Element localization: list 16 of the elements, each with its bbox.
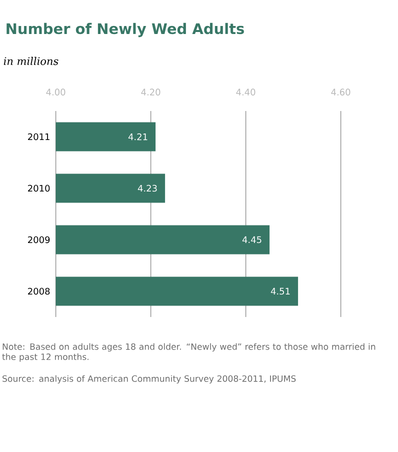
y-tick-label: 2008 bbox=[28, 288, 50, 295]
y-tick-label: 2011 bbox=[28, 133, 50, 140]
data-label: 4.45 bbox=[242, 236, 262, 244]
y-tick-label: 2010 bbox=[28, 184, 50, 192]
source-note: Source: analysis of American Community Survey 2008-2011, IPUMS bbox=[2, 375, 296, 384]
data-label: 4.51 bbox=[271, 288, 290, 295]
chart-subtitle: in millions bbox=[4, 56, 58, 66]
x-tick-label: 4.20 bbox=[141, 88, 160, 96]
text: Note: Based on adults ages 18 and older. “Newly wed” refers to those who married in the past 12 months. bbox=[2, 343, 376, 362]
x-tick-label: 4.00 bbox=[46, 88, 66, 96]
x-tick-label: 4.40 bbox=[236, 88, 256, 96]
x-tick-label: 4.60 bbox=[331, 88, 350, 96]
data-label: 4.23 bbox=[138, 184, 157, 192]
data-label: 4.21 bbox=[128, 133, 148, 140]
y-tick-label: 2009 bbox=[28, 236, 50, 244]
chart-title: Number of Newly Wed Adults bbox=[6, 22, 244, 38]
